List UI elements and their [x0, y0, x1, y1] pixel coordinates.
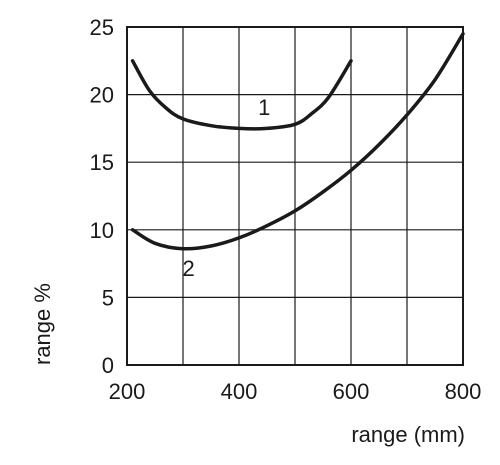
y-tick-labels: 0 5 10 15 20 25 — [90, 15, 114, 378]
y-axis-label: range % — [30, 283, 55, 365]
series-label-2: 2 — [182, 256, 194, 281]
y-tick-label: 15 — [90, 150, 114, 175]
series-label-1: 1 — [258, 95, 270, 120]
x-tick-label: 400 — [221, 379, 258, 404]
y-tick-label: 0 — [102, 353, 114, 378]
series-line-2 — [130, 32, 465, 251]
series-labels: 12 — [182, 95, 270, 281]
y-tick-label: 10 — [90, 218, 114, 243]
grid-lines — [127, 27, 463, 365]
y-tick-label: 5 — [102, 285, 114, 310]
curves — [130, 32, 465, 251]
y-tick-label: 20 — [90, 83, 114, 108]
x-tick-label: 600 — [333, 379, 370, 404]
x-tick-label: 200 — [109, 379, 146, 404]
y-tick-label: 25 — [90, 15, 114, 40]
series-line-1 — [130, 59, 353, 131]
x-tick-label: 800 — [445, 379, 482, 404]
x-axis-label: range (mm) — [351, 422, 465, 447]
x-tick-labels: 200 400 600 800 — [109, 379, 482, 404]
plot-frame — [126, 26, 464, 366]
